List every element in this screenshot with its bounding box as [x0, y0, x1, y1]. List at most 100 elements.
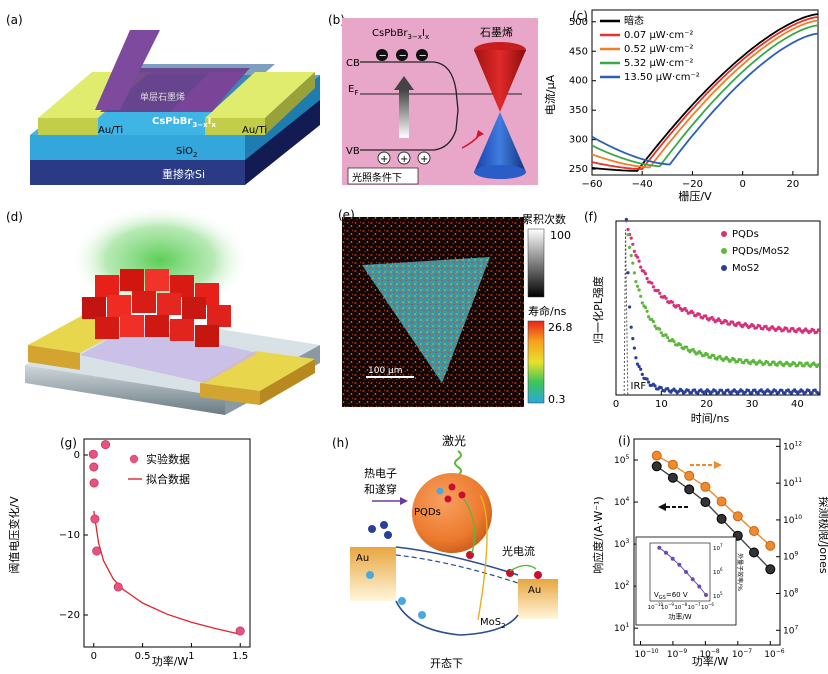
data-point-f — [639, 265, 643, 269]
legend-label-c: 0.52 μW·cm⁻² — [624, 44, 693, 55]
fit-curve-g — [93, 510, 241, 635]
data-point-f — [635, 255, 640, 259]
x-tick-label-i: 10−9 — [667, 648, 687, 660]
legend-marker-g — [129, 454, 139, 464]
scale-bar-label: 100 μm — [368, 366, 403, 376]
plot-frame-i — [633, 438, 781, 646]
svg-text:−: − — [419, 51, 427, 62]
hot-electron-label-2: 和遂穿 — [364, 482, 397, 496]
data-point-f — [756, 391, 760, 395]
electron-markers: − − − — [376, 49, 428, 62]
svg-text:−: − — [399, 51, 407, 62]
condition-label: 光照条件下 — [352, 171, 402, 184]
x-tick-label-f: 10 — [655, 399, 668, 410]
data-point-f — [747, 388, 751, 393]
inset-point — [697, 584, 702, 589]
inset-x-tick-label: 10−10 — [648, 602, 664, 611]
data-point-f — [647, 380, 651, 384]
data-point-f — [697, 312, 701, 316]
legend-marker-f — [721, 248, 727, 254]
data-point-f — [815, 330, 819, 334]
panel-c-label: (c) — [572, 9, 588, 23]
data-point-f — [628, 305, 632, 309]
data-point-f — [664, 333, 668, 337]
data-point-f — [632, 249, 636, 253]
sio2-layer — [30, 135, 245, 160]
y-tick-label-c: 400 — [569, 76, 588, 87]
data-point-f — [640, 301, 644, 305]
excitation-arrow — [399, 90, 409, 138]
y-tick-label-i: 104 — [614, 496, 629, 508]
x-axis-title-g: 功率/W — [152, 654, 189, 668]
data-point-f — [764, 324, 768, 328]
inset-y-axis-title: 外量子效率/% — [736, 553, 744, 591]
data-point-f — [772, 360, 776, 364]
responsivity-point — [765, 564, 776, 575]
series-line-c — [591, 16, 819, 171]
data-point-f — [672, 339, 676, 344]
mos2-lattice — [80, 325, 258, 383]
data-point-f — [710, 315, 714, 320]
legend-marker-f — [721, 231, 727, 237]
data-point-f — [637, 259, 641, 263]
x-tick-label-i: 10−6 — [764, 648, 784, 660]
data-point-f — [720, 388, 724, 392]
responsivity-point — [684, 484, 695, 495]
y-tick-label-i: 102 — [614, 580, 629, 592]
data-point-f — [718, 354, 722, 359]
data-point-f — [761, 327, 765, 331]
inset-point — [684, 570, 688, 574]
data-point-f — [812, 328, 816, 332]
hole-markers: + + + — [377, 151, 431, 165]
data-point-f — [639, 367, 643, 371]
cb-label: CB — [346, 58, 360, 69]
data-point-f — [639, 294, 643, 298]
data-point-f — [774, 389, 778, 393]
svg-text:+: + — [420, 154, 428, 165]
panel-h-label: (h) — [332, 436, 349, 450]
detectivity-point — [749, 526, 759, 536]
data-point-f — [769, 362, 773, 367]
legend-label-f: PQDs/MoS2 — [732, 246, 790, 257]
data-point-f — [645, 377, 649, 381]
lifetime-colorbar-min: 0.3 — [548, 393, 566, 406]
inset-point — [690, 577, 695, 582]
laser-label: 激光 — [442, 434, 466, 448]
data-point-f — [796, 363, 800, 367]
y-tick-label-c: 250 — [569, 164, 588, 175]
data-point-f — [783, 391, 787, 395]
panel-f: (f) 归一化PL强度 时间/ns 0 10 20 30 40 PQDs PQDs/MoS2… — [580, 205, 828, 425]
panel-i-label: (i) — [618, 434, 631, 448]
y-axis-title-f: 归一化PL强度 — [591, 276, 605, 344]
inset-x-tick-label: 10−6 — [701, 602, 714, 611]
x-tick-label-g: 0 — [91, 651, 97, 662]
sio2-label: SiO2 — [176, 146, 197, 159]
inset-frame — [635, 536, 737, 626]
inset-point — [704, 593, 708, 597]
series-line-c — [591, 13, 819, 172]
x-tick-label-g: 0.5 — [135, 651, 151, 662]
photocurrent-label: 光电流 — [502, 544, 535, 558]
data-point-f — [658, 291, 662, 295]
data-point-f — [804, 390, 808, 394]
data-point-f — [651, 285, 655, 289]
y-tick-label-c: 450 — [569, 46, 588, 57]
detectivity-point — [700, 481, 711, 492]
y2-tick-label-i: 1010 — [783, 514, 802, 526]
inset-y-tick-label: 106 — [713, 567, 723, 576]
y2-tick-label-i: 109 — [783, 551, 798, 563]
y2-tick-label-i: 1012 — [783, 440, 802, 452]
x-tick-label-c: 20 — [787, 179, 800, 190]
inset-x-axis-title: 功率/W — [668, 612, 691, 621]
data-point-f — [645, 276, 649, 281]
data-point-f — [693, 388, 697, 392]
panel-f-label: (f) — [584, 210, 598, 224]
data-point-f — [691, 347, 695, 352]
data-point-f — [626, 233, 630, 237]
electrode-right-label: Au/Ti — [242, 125, 267, 136]
inset-annotation: VGS=60 V — [654, 591, 688, 601]
data-point-f — [643, 305, 648, 310]
panel-b: (b) CsPbBr3−xIx 石墨烯 CB VB EF − − − + + + — [322, 0, 540, 205]
data-point-f — [637, 364, 641, 369]
svg-text:+: + — [380, 154, 388, 165]
